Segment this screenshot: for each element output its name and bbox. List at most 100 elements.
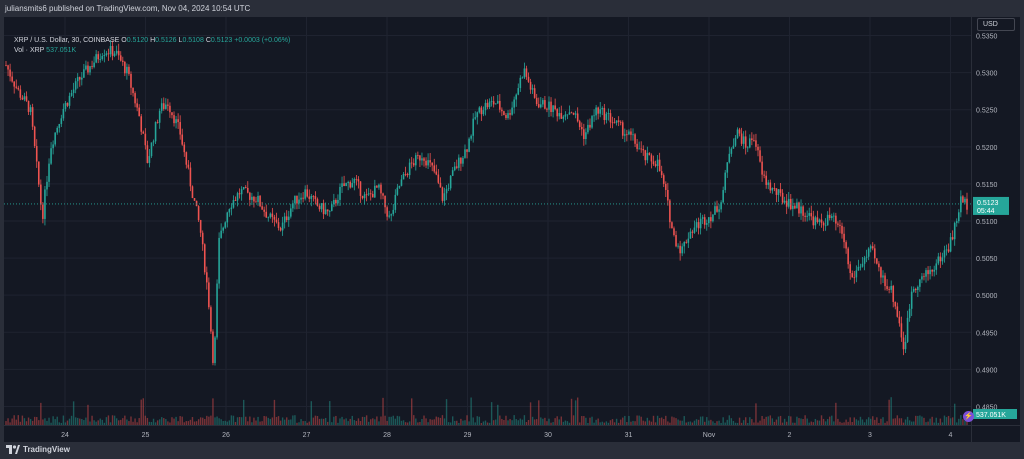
candle-body xyxy=(669,200,671,223)
candle-body xyxy=(91,66,93,68)
volume-bar xyxy=(511,420,513,425)
candle-body xyxy=(644,150,647,161)
candle-body xyxy=(134,93,136,104)
volume-bar xyxy=(880,418,882,425)
volume-bar xyxy=(370,419,372,425)
candle-body xyxy=(236,193,239,201)
candle-body xyxy=(570,112,573,114)
volume-bar xyxy=(546,421,548,425)
volume-bar xyxy=(449,422,452,425)
volume-bar xyxy=(474,422,476,425)
candle-body xyxy=(13,81,15,87)
volume-bar xyxy=(347,421,349,425)
candle-body xyxy=(341,183,343,187)
candle-body xyxy=(509,113,511,115)
candle-body xyxy=(326,209,329,212)
candle-body xyxy=(25,96,28,101)
candle-body xyxy=(955,221,958,223)
candle-body xyxy=(359,181,362,196)
candle-body xyxy=(425,160,427,166)
candle-body xyxy=(810,213,813,217)
candle-body xyxy=(253,196,255,202)
currency-button[interactable]: USD xyxy=(977,18,1015,31)
candlestick-chart[interactable] xyxy=(4,17,971,425)
candle-body xyxy=(660,171,663,176)
candle-body xyxy=(156,122,159,123)
candle-body xyxy=(470,135,472,139)
candle-body xyxy=(921,276,923,280)
price-tick-label: 0.5300 xyxy=(976,71,998,78)
volume-bar xyxy=(56,416,58,425)
candle-body xyxy=(27,100,30,112)
chart-area[interactable]: XRP / U.S. Dollar, 30, COINBASE O0.5120 … xyxy=(4,17,971,425)
volume-bar xyxy=(634,421,636,425)
candle-body xyxy=(564,114,567,117)
volume-bar xyxy=(931,416,933,425)
volume-bar xyxy=(788,415,790,425)
candle-body xyxy=(744,136,747,148)
candle-body xyxy=(732,145,735,149)
volume-bar xyxy=(538,400,540,425)
candle-body xyxy=(574,113,577,115)
volume-bar xyxy=(214,417,216,425)
candle-body xyxy=(601,107,604,110)
volume-bar xyxy=(394,418,397,425)
volume-bar xyxy=(960,415,962,425)
candle-body xyxy=(613,122,616,124)
volume-bar xyxy=(536,419,538,425)
volume-bar xyxy=(603,422,606,425)
volume-bar xyxy=(357,418,360,425)
candle-body xyxy=(33,126,36,147)
volume-bar xyxy=(701,416,704,425)
volume-bar xyxy=(927,421,929,425)
price-axis[interactable]: 0.5350 0.5300 0.5250 0.5200 0.5150 0.5100 0.50… xyxy=(971,17,1020,425)
volume-bar xyxy=(660,417,663,425)
candle-body xyxy=(173,115,175,124)
volume-bar xyxy=(763,418,765,425)
volume-bar xyxy=(111,415,114,425)
volume-bar xyxy=(570,398,573,425)
candle-body xyxy=(292,203,294,209)
candle-body xyxy=(117,50,120,56)
price-tick-label: 0.5250 xyxy=(976,108,998,115)
candle-body xyxy=(785,200,788,207)
candle-body xyxy=(374,185,376,198)
candle-body xyxy=(904,341,907,350)
volume-bar xyxy=(351,415,353,425)
volume-bar xyxy=(220,419,222,425)
lightning-icon[interactable]: ⚡ xyxy=(963,411,974,422)
candle-body xyxy=(599,109,602,114)
volume-bar xyxy=(839,421,841,425)
candle-body xyxy=(703,217,706,225)
candle-body xyxy=(634,134,636,144)
candle-body xyxy=(212,331,214,363)
volume-bar xyxy=(941,422,944,425)
volume-bar xyxy=(115,418,118,425)
candle-body xyxy=(281,222,284,231)
volume-bar xyxy=(468,421,470,425)
volume-bar xyxy=(482,421,485,425)
volume-bar xyxy=(17,415,19,425)
volume-bar xyxy=(794,422,796,425)
candle-body xyxy=(734,137,737,146)
volume-bar xyxy=(601,421,603,425)
volume-bar xyxy=(939,418,942,425)
candle-body xyxy=(72,89,75,93)
candle-body xyxy=(337,199,339,204)
candle-body xyxy=(85,65,87,70)
candle-body xyxy=(833,215,835,217)
candle-body xyxy=(208,282,210,308)
time-axis[interactable]: 24 25 26 27 28 29 30 31 Nov 2 3 4 xyxy=(4,425,971,442)
volume-bar xyxy=(197,419,200,425)
candle-body xyxy=(257,195,259,202)
price-tick-label: 0.4900 xyxy=(976,367,998,374)
volume-bar xyxy=(310,401,313,425)
candle-body xyxy=(439,182,442,188)
volume-bar xyxy=(142,398,144,425)
volume-bar xyxy=(892,418,894,425)
volume-bar xyxy=(853,417,856,425)
volume-bar xyxy=(40,402,42,425)
candle-body xyxy=(54,132,56,145)
volume-bar xyxy=(222,420,224,425)
volume-bar xyxy=(70,415,73,425)
